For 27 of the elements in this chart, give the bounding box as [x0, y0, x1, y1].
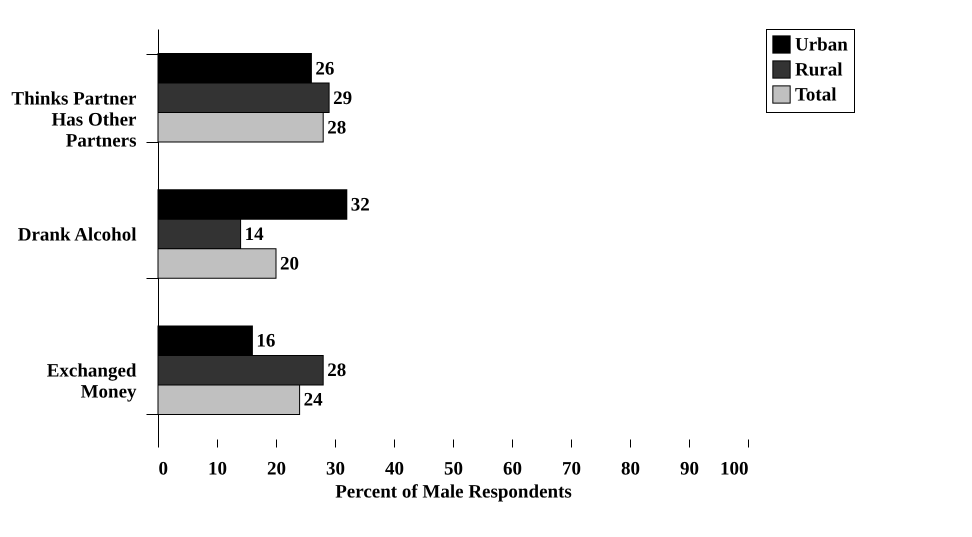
data-label: 20 [280, 254, 299, 275]
x-tick-label: 90 [680, 458, 699, 480]
x-tick-label: 40 [385, 458, 404, 480]
x-tick-label: 60 [503, 458, 522, 480]
data-label: 14 [244, 224, 264, 245]
data-label: 28 [327, 117, 346, 138]
x-tick-label: 30 [326, 458, 345, 480]
legend-label: Total [795, 84, 837, 106]
data-label: 32 [350, 194, 370, 216]
data-label: 29 [333, 88, 352, 109]
data-label: 24 [304, 390, 324, 411]
x-tick-label: 0 [158, 458, 168, 480]
x-tick-label: 10 [208, 458, 227, 480]
y-tick-label: Thinks Partner Has Other Partners [11, 88, 138, 152]
x-tick-label: 20 [267, 458, 286, 480]
x-axis-title: Percent of Male Respondents [335, 482, 572, 502]
data-label: 16 [256, 330, 276, 352]
x-tick-label: 80 [621, 458, 640, 480]
y-tick-label: Exchanged Money [46, 360, 137, 403]
data-label: 26 [315, 58, 334, 80]
legend-label: Rural [795, 60, 842, 80]
x-tick-label: 50 [444, 458, 463, 480]
x-tick-label: 70 [562, 458, 581, 480]
legend-label: Urban [795, 34, 848, 56]
x-tick-label: 100 [720, 458, 748, 480]
data-label: 28 [327, 360, 346, 382]
y-tick-label: Drank Alcohol [18, 224, 136, 246]
